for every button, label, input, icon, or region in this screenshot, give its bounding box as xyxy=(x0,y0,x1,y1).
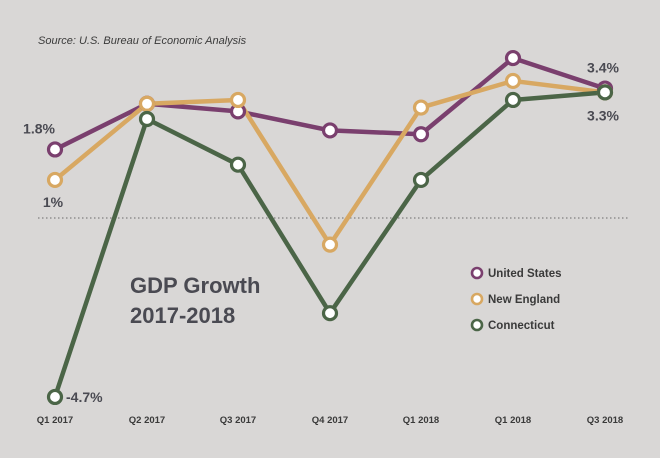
series-lines xyxy=(52,55,608,400)
data-label-2: -4.7% xyxy=(66,389,103,405)
x-tick-label-6: Q3 2018 xyxy=(587,415,623,426)
connecticut-point-4 xyxy=(412,171,430,189)
new-england-point-1 xyxy=(138,95,156,112)
source-note: Source: U.S. Bureau of Economic Analysis xyxy=(38,35,247,47)
legend-marker-new-england xyxy=(470,292,484,306)
x-tick-label-4: Q1 2018 xyxy=(403,415,439,426)
x-tick-label-0: Q1 2017 xyxy=(37,415,73,426)
united-states-point-3 xyxy=(321,122,339,139)
new-england-point-0 xyxy=(46,171,64,189)
legend-label-new-england: New England xyxy=(488,294,560,306)
series-points xyxy=(46,49,614,406)
new-england-point-3 xyxy=(321,236,339,253)
data-label-1: 1% xyxy=(43,194,64,210)
connecticut-point-0 xyxy=(46,388,64,406)
data-label-4: 3.3% xyxy=(587,107,619,123)
united-states-point-5 xyxy=(504,49,522,67)
united-states-point-4 xyxy=(412,126,430,143)
x-tick-label-2: Q3 2017 xyxy=(220,415,256,426)
new-england-line xyxy=(52,78,608,247)
legend-marker-connecticut xyxy=(470,318,484,332)
connecticut-point-6 xyxy=(596,84,614,101)
new-england-point-4 xyxy=(412,99,430,116)
new-england-point-2 xyxy=(229,91,247,109)
x-tick-label-5: Q1 2018 xyxy=(495,415,531,426)
connecticut-point-1 xyxy=(138,110,156,128)
chart-title-line-2: 2017-2018 xyxy=(130,303,235,328)
data-label-3: 3.4% xyxy=(587,60,619,76)
connecticut-point-3 xyxy=(321,305,339,322)
legend-label-connecticut: Connecticut xyxy=(488,320,555,332)
x-tick-label-1: Q2 2017 xyxy=(129,415,165,426)
legend: United States New England Connecticut xyxy=(470,266,562,332)
united-states-point-0 xyxy=(46,141,64,158)
x-tick-label-3: Q4 2017 xyxy=(312,415,348,426)
connecticut-point-5 xyxy=(504,91,522,109)
connecticut-point-2 xyxy=(229,156,247,173)
x-axis-ticks: Q1 2017 Q2 2017 Q3 2017 Q4 2017 Q1 2018 Q1 20… xyxy=(37,415,623,426)
chart-title-line-1: GDP Growth xyxy=(130,273,260,298)
data-label-0: 1.8% xyxy=(23,120,55,136)
new-england-point-5 xyxy=(504,72,522,90)
data-labels: 1.8% 1% -4.7% 3.4% 3.3% xyxy=(23,60,619,405)
legend-marker-united-states xyxy=(470,266,484,280)
legend-label-united-states: United States xyxy=(488,268,562,280)
